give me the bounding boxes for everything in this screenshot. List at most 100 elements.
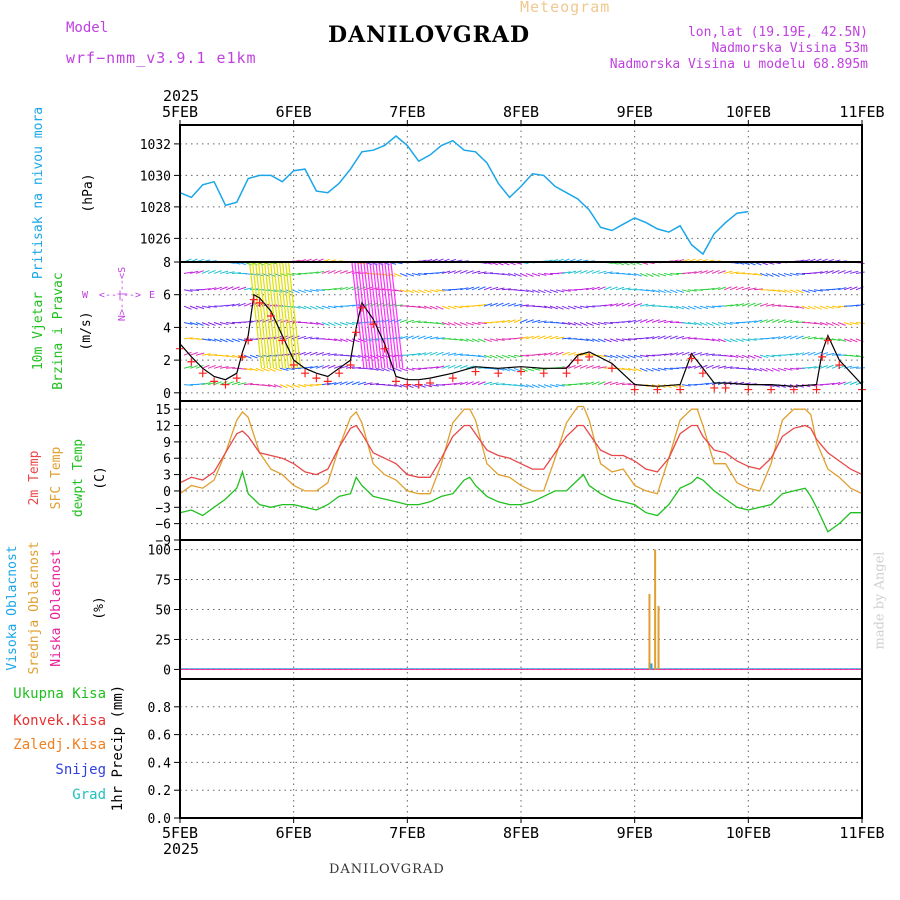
wind-arrow	[627, 319, 637, 323]
wind-arrow	[603, 354, 613, 358]
wind-arrow	[771, 289, 781, 293]
wind-arrow	[260, 261, 275, 369]
rain-total-label: Ukupna Kisa	[13, 686, 106, 702]
wind-arrow	[405, 335, 414, 340]
wind-arrow	[372, 261, 386, 369]
wind-arrow	[801, 335, 811, 340]
wind-arrow	[753, 354, 762, 359]
wind-arrow	[783, 272, 793, 277]
gust-marker	[221, 380, 230, 389]
wind-arrow	[639, 303, 649, 307]
wind-arrow	[477, 271, 487, 274]
wind-arrow	[777, 289, 787, 293]
wind-arrow	[735, 303, 745, 307]
wind-arrows	[183, 258, 865, 389]
y-tick-label: 15	[155, 403, 171, 418]
lonlat-label: lon,lat (19.19E, 42.5N)	[687, 25, 868, 40]
wind-arrow	[189, 270, 199, 274]
wind-arrow	[609, 272, 619, 274]
wind-arrow	[429, 384, 439, 387]
wind-arrow	[591, 338, 600, 343]
wind-arrow	[855, 322, 865, 325]
wind-arrow	[297, 335, 307, 340]
gust-marker	[812, 385, 821, 394]
wind-arrow	[537, 272, 547, 276]
wind-arrow	[609, 286, 618, 291]
wind-arrow	[579, 382, 589, 386]
wind-arrow	[765, 354, 775, 358]
y-tick-label: 3	[163, 469, 171, 484]
wind-arrow	[585, 381, 595, 386]
wind-arrow	[699, 364, 708, 369]
wind-arrow	[585, 269, 594, 274]
wind-arrow	[225, 322, 235, 325]
gust-marker	[301, 369, 310, 378]
wind-arrow	[495, 320, 505, 323]
wind-arrow	[537, 305, 547, 309]
precip-grid: 0.0 0.2 0.4 0.6 0.8	[148, 679, 862, 827]
wind-arrow	[675, 335, 685, 340]
wind-arrow	[609, 354, 618, 359]
wind-arrow	[501, 272, 511, 276]
wind-arrow	[441, 322, 451, 326]
panel-frame-precip	[179, 678, 863, 819]
wind-arrow	[309, 351, 318, 356]
wind-arrow	[687, 271, 697, 274]
snow-label: Snijeg	[55, 762, 106, 778]
wind-arrow	[771, 272, 780, 277]
wind-arrow	[663, 305, 673, 309]
wind-arrow	[303, 322, 313, 325]
wind-arrow	[489, 286, 499, 291]
gust-marker	[539, 369, 548, 378]
wind-arrow	[843, 270, 852, 274]
wind-arrow	[633, 272, 643, 277]
wind-arrow	[753, 288, 763, 291]
wind-arrow	[819, 270, 829, 274]
wind-arrow	[447, 322, 456, 326]
wind-arrow	[333, 269, 342, 274]
wind-arrow	[249, 302, 258, 307]
wind-arrow	[705, 382, 715, 386]
wind-arrow	[657, 335, 666, 340]
gust-marker	[357, 303, 366, 312]
wind-arrow	[531, 335, 540, 340]
wind-arrow	[699, 322, 708, 326]
wind-arrow	[441, 270, 451, 274]
wind-arrow	[765, 367, 774, 372]
wind-arrow	[279, 367, 289, 371]
wind-arrow	[513, 354, 523, 358]
wind-arrow	[195, 322, 204, 326]
wind-arrow	[765, 272, 774, 277]
wind-arrow	[375, 367, 385, 372]
wind-arrow	[831, 287, 841, 291]
wind-arrow	[411, 305, 421, 309]
wind-arrow	[573, 364, 582, 369]
wind-arrow	[645, 336, 655, 340]
wind-arrow	[321, 364, 330, 369]
wind-arrow	[777, 319, 786, 323]
gust-marker	[835, 361, 844, 370]
wind-arrow	[765, 319, 774, 323]
gust-marker	[210, 377, 219, 386]
x-tick-label-top: 7FEB	[389, 103, 425, 121]
wind-arrow	[849, 354, 859, 358]
wind-arrow	[381, 367, 390, 372]
wind-arrow	[447, 382, 457, 386]
wind-arrow	[447, 305, 457, 310]
wind-arrow	[687, 289, 697, 292]
wind-arrow	[189, 305, 198, 310]
wind-arrow	[453, 364, 462, 369]
wind-arrow	[591, 322, 601, 326]
gust-marker	[744, 385, 753, 394]
compass-w: W	[82, 290, 89, 301]
wind-arrow	[693, 322, 703, 326]
wind-arrow	[369, 338, 379, 341]
wind-arrow	[369, 261, 383, 369]
wind-arrow	[711, 305, 721, 308]
wind-arrow	[315, 365, 324, 369]
wind-arrow	[543, 352, 553, 356]
wind-arrow	[807, 351, 816, 356]
t2m-label: 2m Temp	[27, 450, 42, 505]
wind-arrow	[597, 322, 607, 325]
wind-arrow	[777, 272, 786, 277]
